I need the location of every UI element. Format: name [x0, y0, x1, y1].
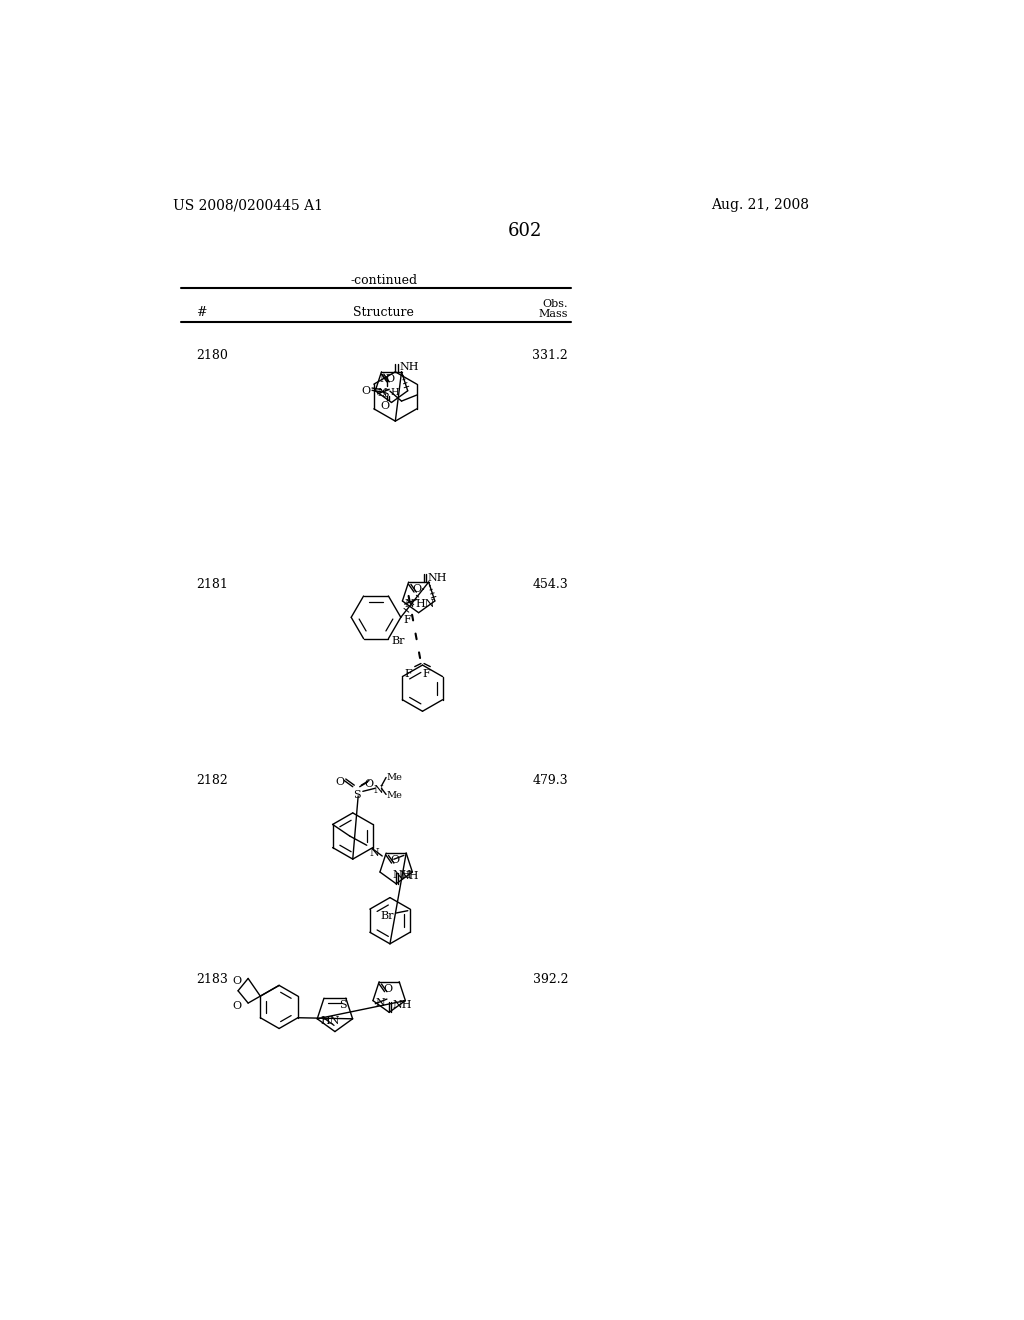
Text: F: F [423, 669, 430, 678]
Text: O: O [365, 779, 374, 789]
Text: HN: HN [321, 1015, 340, 1026]
Text: 454.3: 454.3 [532, 578, 568, 591]
Text: O: O [361, 385, 371, 396]
Text: Me: Me [386, 792, 402, 800]
Text: Structure: Structure [353, 306, 414, 319]
Text: 2181: 2181 [197, 578, 228, 591]
Text: NH: NH [399, 871, 419, 882]
Text: N: N [378, 388, 387, 399]
Text: NH: NH [399, 363, 419, 372]
Text: Br: Br [380, 911, 393, 920]
Text: US 2008/0200445 A1: US 2008/0200445 A1 [173, 198, 323, 213]
Text: Obs.: Obs. [543, 298, 568, 309]
Text: 2180: 2180 [197, 350, 228, 363]
Text: -continued: -continued [350, 275, 418, 286]
Text: Br: Br [391, 635, 406, 645]
Text: N: N [380, 374, 389, 384]
Text: F: F [404, 669, 413, 678]
Text: S: S [339, 1001, 346, 1010]
Text: 479.3: 479.3 [532, 775, 568, 788]
Text: O: O [335, 777, 344, 788]
Text: N: N [404, 599, 415, 609]
Text: 331.2: 331.2 [532, 350, 568, 363]
Text: NH: NH [428, 573, 447, 582]
Text: H: H [391, 388, 399, 397]
Text: N: N [375, 998, 385, 1008]
Text: 2183: 2183 [197, 973, 228, 986]
Text: S: S [353, 789, 360, 800]
Text: N: N [374, 785, 383, 795]
Text: #: # [197, 306, 207, 319]
Text: N: N [369, 847, 379, 858]
Text: O: O [385, 374, 394, 384]
Text: Aug. 21, 2008: Aug. 21, 2008 [711, 198, 809, 213]
Text: NH: NH [392, 1001, 412, 1010]
Text: 392.2: 392.2 [532, 973, 568, 986]
Text: O: O [383, 983, 392, 994]
Text: S: S [381, 389, 388, 399]
Text: O: O [232, 1001, 242, 1011]
Text: NH: NH [392, 870, 412, 879]
Text: F: F [403, 615, 412, 624]
Text: Mass: Mass [539, 309, 568, 318]
Text: 2182: 2182 [197, 775, 228, 788]
Text: O: O [232, 977, 242, 986]
Text: 602: 602 [508, 222, 542, 239]
Text: Me: Me [386, 774, 402, 781]
Text: O: O [380, 401, 389, 411]
Text: HN: HN [416, 599, 435, 609]
Text: O: O [390, 855, 399, 866]
Text: O: O [413, 585, 422, 594]
